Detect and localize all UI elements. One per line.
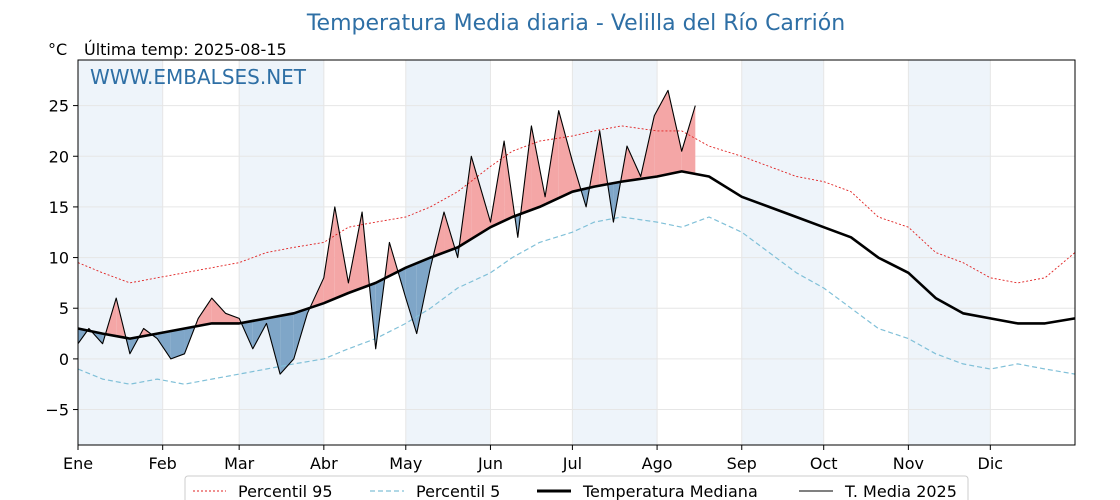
above-median-fill: [198, 298, 212, 326]
y-tick-label: 0: [59, 350, 69, 369]
month-shading-bands: [78, 60, 991, 445]
legend: Percentil 95 Percentil 5 Temperatura Med…: [184, 475, 969, 500]
legend-box: [184, 475, 969, 500]
x-tick-label: Nov: [893, 454, 924, 473]
above-median-fill: [471, 156, 491, 239]
x-tick-label: Feb: [149, 454, 177, 473]
series-line-p5: [77, 216, 1076, 385]
above-median-fill: [531, 125, 546, 210]
y-axis-ticks: −5 0 5 10 15 20 25: [45, 97, 78, 420]
gridlines: [77, 60, 1075, 445]
above-median-fill: [225, 313, 240, 324]
above-median-fill: [668, 90, 682, 175]
y-tick-label: 15: [49, 198, 69, 217]
below-median-fill: [280, 313, 294, 375]
x-tick-label: Ene: [63, 454, 93, 473]
x-tick-label: Oct: [810, 454, 838, 473]
chart-subtitle: Última temp: 2025-08-15: [84, 40, 287, 59]
series-lines: [77, 89, 1076, 385]
legend-label-median: Temperatura Mediana: [582, 482, 758, 500]
y-tick-label: 25: [49, 97, 69, 116]
legend-label-p95: Percentil 95: [238, 482, 333, 500]
below-median-fill: [252, 318, 267, 349]
above-median-fill: [211, 298, 226, 324]
month-band-nov: [908, 60, 991, 445]
series-line-p95: [77, 125, 1076, 284]
y-tick-label: 20: [49, 147, 69, 166]
legend-label-p5: Percentil 5: [416, 482, 500, 500]
month-band-ene: [78, 60, 163, 445]
x-tick-label: Abr: [310, 454, 338, 473]
above-median-fill: [334, 206, 349, 299]
x-tick-label: Mar: [224, 454, 255, 473]
month-band-jul: [572, 60, 658, 445]
y-tick-label: −5: [45, 401, 69, 420]
y-tick-label: 10: [49, 249, 69, 268]
below-median-fill: [170, 328, 185, 359]
plot-frame: [77, 59, 1076, 446]
month-band-sep: [741, 60, 824, 445]
below-median-fill: [405, 263, 417, 334]
above-median-fill: [681, 105, 696, 174]
month-band-may: [405, 60, 491, 445]
x-tick-label: Sep: [727, 454, 757, 473]
watermark: WWW.EMBALSES.NET: [90, 65, 307, 89]
above-median-fill: [323, 206, 335, 304]
x-tick-label: Jul: [562, 454, 582, 473]
month-band-mar: [239, 60, 324, 445]
legend-label-current: T. Media 2025: [844, 482, 957, 500]
x-tick-label: May: [389, 454, 422, 473]
series-line-current: [77, 89, 696, 375]
y-axis-unit: °C: [48, 40, 67, 59]
y-tick-label: 5: [59, 299, 69, 318]
chart-title: Temperatura Media diaria - Velilla del R…: [306, 11, 845, 36]
x-tick-label: Dic: [978, 454, 1004, 473]
above-median-fill: [558, 110, 573, 199]
below-median-fill: [157, 331, 171, 359]
series-line-median: [77, 170, 1076, 340]
x-axis-ticks: Ene Feb Mar Abr May Jun Jul Ago Sep Oct Nov Dic: [63, 445, 1003, 473]
x-tick-label: Ago: [642, 454, 673, 473]
x-tick-label: Jun: [477, 454, 503, 473]
above-median-fill: [654, 90, 669, 177]
